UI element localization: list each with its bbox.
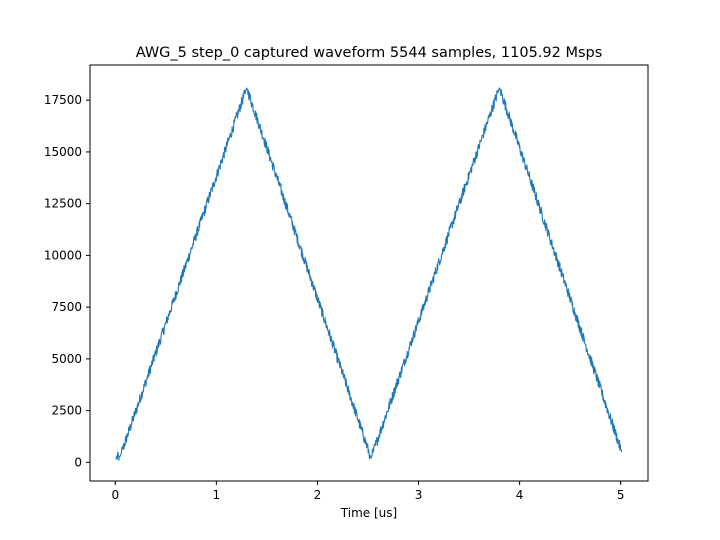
x-tick-label: 3 [415, 488, 423, 502]
axes-frame [89, 64, 649, 482]
x-tick-label: 1 [213, 488, 221, 502]
y-axis-ticks: 0 2500 5000 7500 10000 12500 15000 17500 [44, 93, 90, 469]
y-tick-label: 7500 [51, 300, 82, 314]
y-tick-label: 0 [74, 455, 82, 469]
x-axis-label: Time [us] [340, 506, 397, 520]
y-tick-label: 5000 [51, 352, 82, 366]
chart-title: AWG_5 step_0 captured waveform 5544 samp… [136, 45, 603, 61]
x-tick-label: 2 [314, 488, 322, 502]
y-tick-label: 2500 [51, 404, 82, 418]
y-tick-label: 17500 [44, 93, 82, 107]
waveform-line [115, 87, 623, 461]
y-tick-label: 10000 [44, 248, 82, 262]
y-tick-label: 12500 [44, 197, 82, 211]
plot-area [115, 87, 623, 461]
x-tick-label: 4 [516, 488, 524, 502]
y-tick-label: 15000 [44, 145, 82, 159]
x-tick-label: 5 [617, 488, 625, 502]
x-axis-ticks: 0 1 2 3 4 5 [111, 481, 625, 502]
x-tick-label: 0 [111, 488, 119, 502]
